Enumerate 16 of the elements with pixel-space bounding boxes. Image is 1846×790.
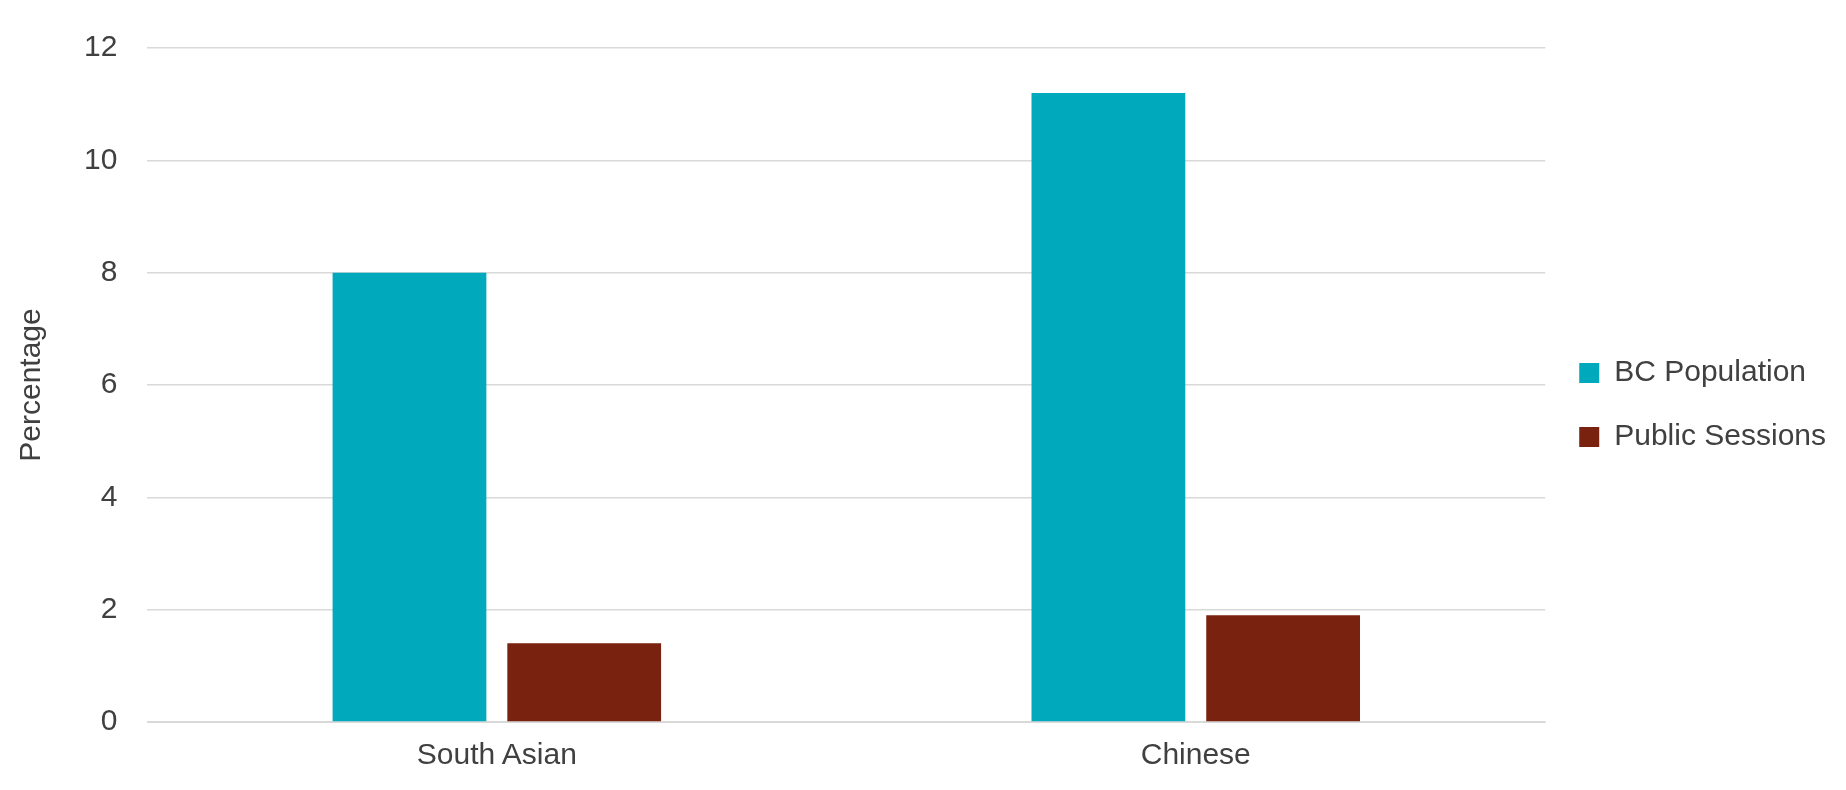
legend-label: Public Sessions xyxy=(1614,418,1827,452)
bar xyxy=(1031,92,1186,722)
y-tick-label: 6 xyxy=(100,366,118,400)
y-tick-label: 4 xyxy=(100,478,118,512)
bar xyxy=(332,272,487,722)
y-tick-label: 2 xyxy=(100,590,118,624)
y-axis-title: Percentage xyxy=(13,308,47,462)
legend-label: BC Population xyxy=(1614,354,1807,388)
x-tick-label: South Asian xyxy=(416,737,577,771)
y-tick-label: 12 xyxy=(83,29,118,63)
bar xyxy=(507,643,662,722)
bar xyxy=(1206,615,1361,722)
y-tick-label: 0 xyxy=(100,703,118,737)
y-tick-label: 8 xyxy=(100,253,118,287)
x-tick-label: Chinese xyxy=(1140,737,1251,771)
y-tick-label: 10 xyxy=(83,141,118,175)
